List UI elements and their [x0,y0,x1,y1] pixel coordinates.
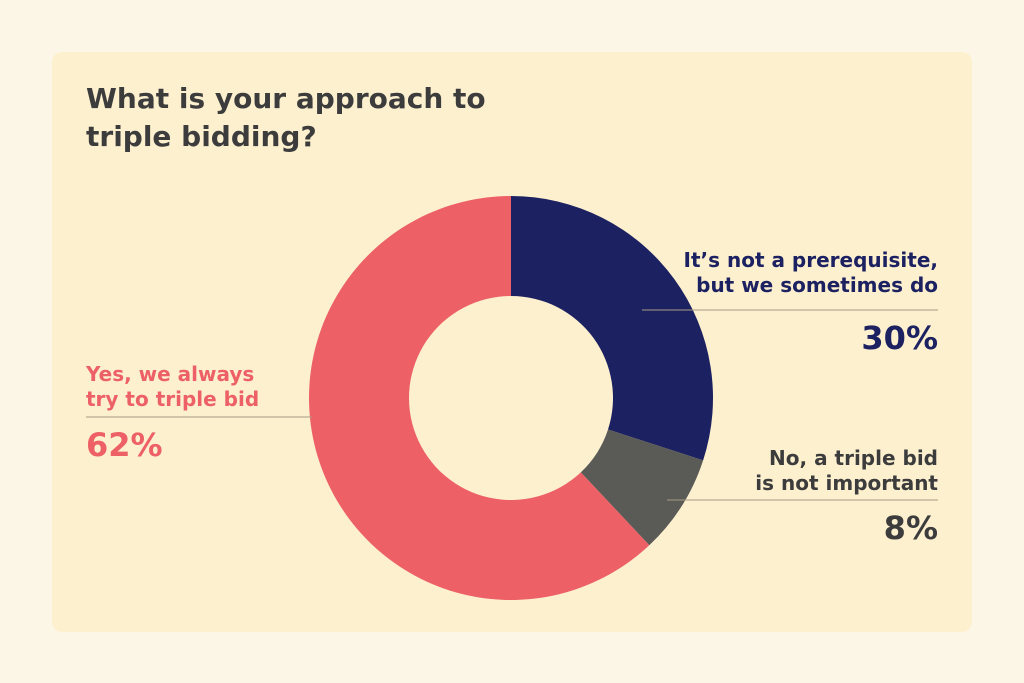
donut-slice-sometimes [511,196,713,461]
donut-slice-not-important [580,429,704,546]
chart-card: What is your approach to triple bidding?… [52,52,972,632]
donut-chart [86,196,938,600]
slice-label-always: Yes, we always try to triple bid [86,362,260,411]
slice-value-sometimes: 30% [861,319,938,357]
slice-value-always: 62% [86,426,163,464]
leader-lines [86,309,938,501]
slice-label-sometimes: It’s not a prerequisite, but we sometime… [683,248,939,297]
slice-label-not-important: No, a triple bid is not important [755,446,938,495]
donut-slice-always [308,196,650,600]
donut-slices [308,196,713,600]
slice-value-not-important: 8% [883,509,938,547]
chart-title: What is your approach to triple bidding? [86,82,486,153]
